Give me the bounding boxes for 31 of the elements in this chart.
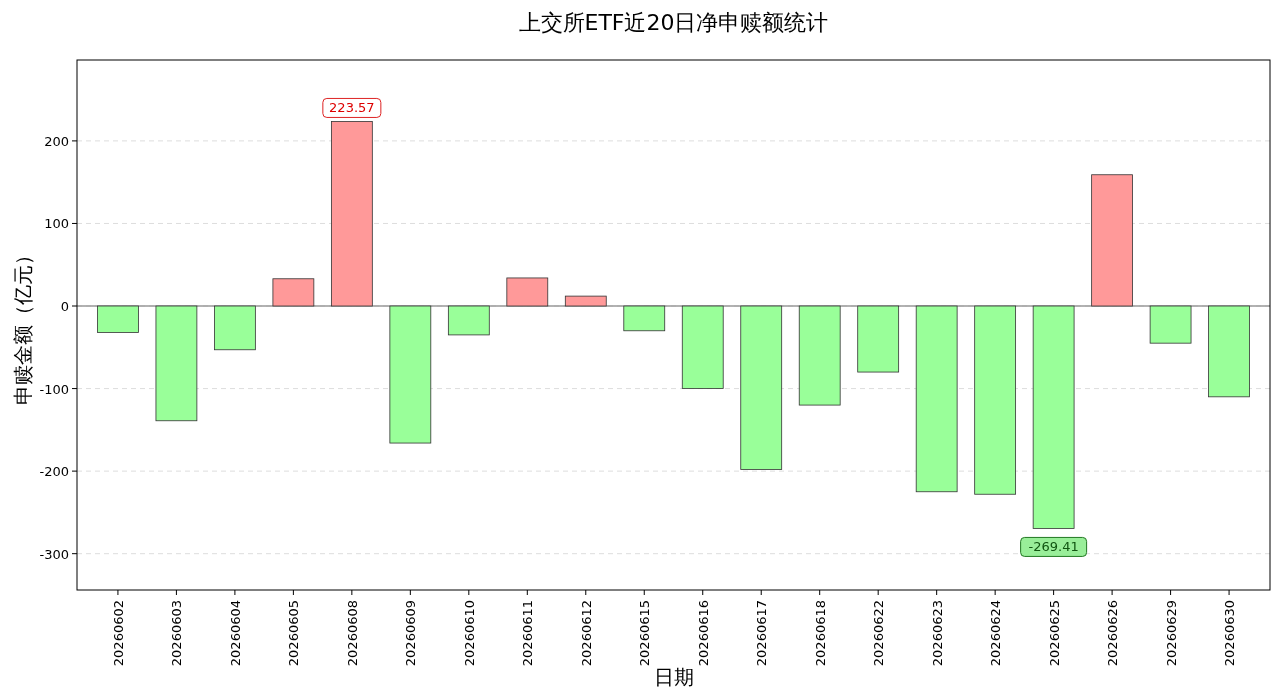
y-tick-label: -200 — [39, 464, 69, 480]
x-tick-label: 20260625 — [1046, 600, 1062, 667]
y-tick-label: 0 — [60, 299, 69, 315]
x-tick-label: 20260626 — [1105, 600, 1121, 667]
y-tick-label: -300 — [39, 546, 69, 562]
x-tick-label: 20260611 — [520, 600, 536, 667]
x-tick-label: 20260609 — [403, 600, 419, 667]
x-tick-label: 20260612 — [578, 600, 594, 667]
x-tick-label: 20260616 — [695, 600, 711, 667]
x-tick-label: 20260608 — [344, 600, 360, 667]
x-tick-label: 20260603 — [169, 600, 185, 667]
x-tick-label: 20260618 — [812, 600, 828, 667]
y-tick-label: 200 — [44, 133, 69, 149]
x-tick-label: 20260615 — [637, 600, 653, 667]
x-axis-title: 日期 — [653, 665, 694, 689]
x-tick-label: 20260622 — [871, 600, 887, 667]
data-label: -269.41 — [1028, 539, 1079, 555]
x-tick-label: 20260610 — [461, 600, 477, 667]
x-tick-label: 20260602 — [110, 600, 126, 667]
x-tick-label: 20260630 — [1222, 600, 1238, 667]
x-tick-label: 20260604 — [227, 600, 243, 667]
y-axis-title: 申赎金额（亿元） — [11, 245, 35, 405]
x-tick-label: 20260624 — [988, 600, 1004, 667]
y-tick-label: -100 — [39, 381, 69, 397]
x-tick-label: 20260605 — [286, 600, 302, 667]
y-tick-label: 100 — [44, 216, 69, 232]
data-label: 223.57 — [329, 100, 375, 116]
chart-title: 上交所ETF近20日净申赎额统计 — [518, 10, 829, 35]
x-tick-label: 20260617 — [754, 600, 770, 667]
x-tick-label: 20260629 — [1163, 600, 1179, 667]
x-tick-label: 20260623 — [929, 600, 945, 667]
